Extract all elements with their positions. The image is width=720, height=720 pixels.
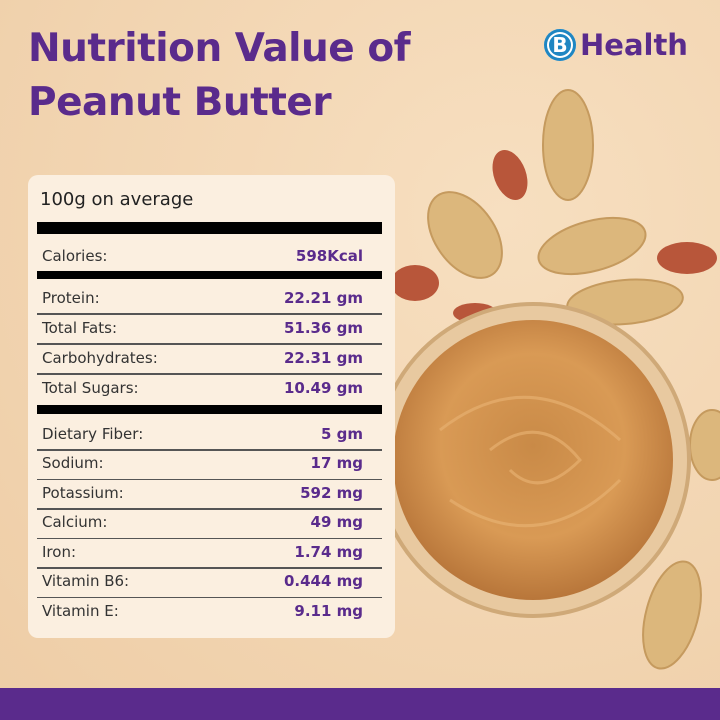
nutrient-label: Calcium: <box>42 513 108 531</box>
nutrient-row: Dietary Fiber: 5 gm <box>42 419 363 448</box>
title-line-2: Peanut Butter <box>28 80 332 125</box>
nutrient-value: 22.21 gm <box>283 288 363 307</box>
divider-thick <box>37 271 382 279</box>
page-title: Nutrition Value of Peanut Butter <box>28 22 411 130</box>
nutrient-value: 51.36 gm <box>283 318 363 337</box>
divider-thin <box>37 313 382 315</box>
nutrient-label: Protein: <box>42 288 100 307</box>
peanut-kernels <box>391 149 717 323</box>
nutrient-label: Total Sugars: <box>42 378 139 397</box>
nutrient-label: Iron: <box>42 542 76 561</box>
nutrient-value: 22.31 gm <box>283 348 363 367</box>
nutrient-row: Protein: 22.21 gm <box>42 283 363 312</box>
nutrient-label: Sodium: <box>42 454 104 472</box>
divider-thin <box>37 478 382 480</box>
serving-header: 100g on average <box>40 189 194 210</box>
nutrient-label: Vitamin B6: <box>42 572 130 590</box>
divider-thick <box>37 222 382 234</box>
nutrient-row: Carbohydrates: 22.31 gm <box>42 343 363 372</box>
divider-thin <box>37 567 382 569</box>
nutrient-label: Carbohydrates: <box>42 348 158 367</box>
nutrient-row: Vitamin E: 9.11 mg <box>42 596 363 625</box>
nutrient-value: 5 gm <box>320 424 363 443</box>
nutrient-value: 592 mg <box>300 483 363 502</box>
nutrient-value: 49 mg <box>310 513 363 531</box>
divider-thin <box>37 596 382 598</box>
nutrient-row: Vitamin B6: 0.444 mg <box>42 567 363 596</box>
title-line-1: Nutrition Value of <box>28 26 411 71</box>
divider-thin <box>37 343 382 345</box>
nutrient-label: Total Fats: <box>42 318 117 337</box>
nutrient-row: Sodium: 17 mg <box>42 449 363 478</box>
nutrient-label: Dietary Fiber: <box>42 424 144 443</box>
nutrient-row: Total Sugars: 10.49 gm <box>42 373 363 402</box>
divider-thin <box>37 508 382 510</box>
nutrient-value: 17 mg <box>310 454 363 472</box>
nutrition-panel: 100g on average Calories: 598Kcal Protei… <box>28 175 395 638</box>
divider-thick <box>37 405 382 414</box>
nutrient-row: Potassium: 592 mg <box>42 478 363 507</box>
divider-thin <box>37 449 382 451</box>
nutrient-row: Iron: 1.74 mg <box>42 537 363 566</box>
divider-thin <box>37 537 382 539</box>
nutrient-row: Total Fats: 51.36 gm <box>42 313 363 342</box>
nutrient-row-calories: Calories: 598Kcal <box>42 241 363 270</box>
nutrient-label: Vitamin E: <box>42 601 119 620</box>
nutrient-value: 1.74 mg <box>294 542 363 561</box>
nutrient-label: Potassium: <box>42 483 124 502</box>
logo: B Health <box>544 28 688 62</box>
peanut-shells <box>427 89 720 670</box>
nutrient-label: Calories: <box>42 246 108 265</box>
nutrient-value: 598Kcal <box>295 246 363 265</box>
logo-text: Health <box>580 28 688 62</box>
footer-bar <box>0 688 720 720</box>
divider-thin <box>37 373 382 375</box>
nutrient-value: 9.11 mg <box>294 601 363 620</box>
peanut-butter <box>393 320 673 600</box>
nutrient-value: 10.49 gm <box>283 378 363 397</box>
nutrient-value: 0.444 mg <box>283 572 363 590</box>
logo-mark-icon: B <box>544 29 576 61</box>
nutrient-row: Calcium: 49 mg <box>42 508 363 537</box>
